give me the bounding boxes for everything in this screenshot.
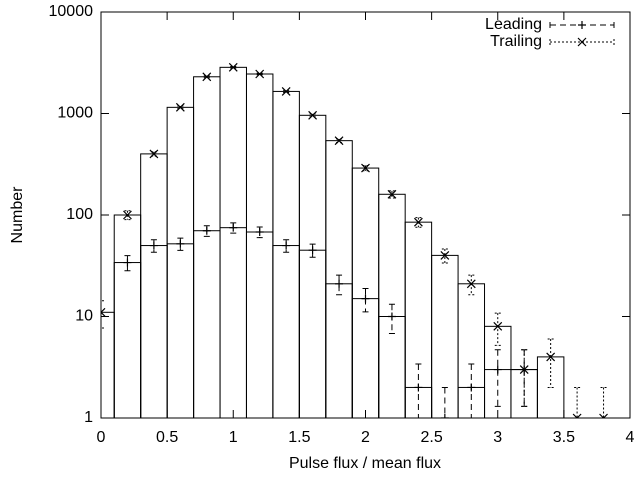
bar xyxy=(245,231,274,418)
x-tick-label: 4 xyxy=(626,429,635,446)
marker xyxy=(387,189,397,199)
bar xyxy=(431,254,459,418)
error-bar xyxy=(521,349,528,407)
bar xyxy=(193,230,221,418)
bar xyxy=(298,249,327,418)
bar xyxy=(245,73,274,418)
bar xyxy=(272,90,300,418)
marker xyxy=(228,62,238,72)
marker xyxy=(467,383,476,392)
legend-label: Trailing xyxy=(490,33,542,50)
marker xyxy=(413,217,423,227)
marker xyxy=(440,250,450,260)
error-bar xyxy=(494,349,501,407)
marker xyxy=(466,279,476,289)
bar xyxy=(113,214,142,418)
marker xyxy=(255,228,264,236)
marker xyxy=(361,163,370,173)
marker xyxy=(101,307,106,317)
error-bar xyxy=(494,312,501,346)
bar xyxy=(140,245,168,418)
marker xyxy=(202,72,212,82)
marker xyxy=(578,21,586,29)
marker xyxy=(175,102,185,112)
y-tick-label: 10000 xyxy=(49,3,94,20)
marker xyxy=(361,294,370,303)
error-bar xyxy=(124,255,131,272)
marker xyxy=(599,413,608,418)
bar xyxy=(140,153,168,418)
error-bar xyxy=(468,274,475,296)
error-bar xyxy=(415,363,422,418)
marker xyxy=(493,365,502,374)
legend-label: Leading xyxy=(485,16,542,33)
x-tick-label: 0.5 xyxy=(156,429,178,446)
bar xyxy=(298,114,327,418)
x-tick-label: 3 xyxy=(493,429,502,446)
marker xyxy=(282,241,291,250)
bar xyxy=(272,245,300,418)
error-bar xyxy=(574,386,581,418)
marker xyxy=(334,136,344,146)
marker xyxy=(572,413,582,418)
marker xyxy=(123,258,132,267)
x-tick-label: 2 xyxy=(361,429,370,446)
x-tick-label: 3.5 xyxy=(553,429,575,446)
error-bar xyxy=(441,386,448,418)
bar xyxy=(457,386,486,418)
y-tick-label: 1 xyxy=(84,409,93,426)
plot-area xyxy=(101,62,608,418)
error-bar xyxy=(336,274,343,296)
marker xyxy=(176,239,185,248)
y-tick-label: 1000 xyxy=(57,105,93,122)
x-tick-label: 1 xyxy=(229,429,238,446)
marker xyxy=(577,37,587,47)
bar xyxy=(351,298,380,418)
marker xyxy=(387,312,396,321)
marker xyxy=(255,69,265,79)
marker xyxy=(308,246,317,255)
error-bar xyxy=(388,190,395,199)
marker xyxy=(281,87,291,96)
x-tick-label: 1.5 xyxy=(288,429,310,446)
marker xyxy=(519,365,529,374)
marker xyxy=(335,279,344,288)
error-bar xyxy=(441,248,448,264)
marker xyxy=(149,149,159,159)
error-bar xyxy=(600,386,607,418)
bar xyxy=(166,243,195,418)
error-bar xyxy=(547,338,554,388)
x-tick-label: 2.5 xyxy=(421,429,443,446)
y-tick-label: 10 xyxy=(75,308,93,325)
y-tick-label: 100 xyxy=(66,206,93,223)
marker xyxy=(308,110,318,120)
marker xyxy=(546,352,556,362)
y-axis-label: Number xyxy=(9,186,26,244)
marker xyxy=(149,241,158,250)
marker xyxy=(414,383,423,392)
marker xyxy=(229,223,238,232)
bar xyxy=(378,316,406,418)
bar xyxy=(113,262,142,418)
x-tick-label: 0 xyxy=(97,429,106,446)
bar xyxy=(325,283,353,418)
error-bar xyxy=(468,363,475,418)
bar xyxy=(219,227,247,418)
marker xyxy=(202,226,211,235)
bar xyxy=(404,386,433,418)
marker xyxy=(123,210,132,220)
bar xyxy=(219,66,247,418)
x-axis-label: Pulse flux / mean flux xyxy=(289,455,441,472)
bar xyxy=(193,76,221,418)
marker xyxy=(493,321,503,331)
bar xyxy=(166,106,195,418)
marker xyxy=(440,414,449,418)
error-bar xyxy=(101,300,104,329)
